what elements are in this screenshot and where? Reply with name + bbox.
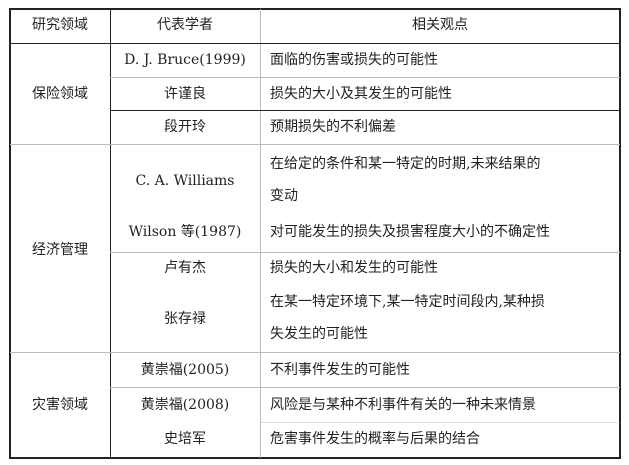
column-divider [110, 9, 111, 458]
view-cell: 对可能发生的损失及损害程度大小的不确定性 [270, 224, 550, 240]
scholar-cell: 段开玲 [164, 119, 206, 135]
view-cell: 在某一特定环境下,某一特定时间段内,某种损 [270, 294, 545, 310]
table-border-bottom [9, 457, 621, 459]
header-view: 相关观点 [412, 17, 468, 33]
scholar-cell: 黄崇福(2005) [140, 362, 230, 378]
field-cell: 保险领域 [32, 86, 88, 102]
field-cell: 经济管理 [32, 242, 88, 258]
scholar-cell: 黄崇福(2008) [140, 397, 230, 413]
scholar-cell: D. J. Bruce(1999) [124, 52, 246, 68]
header-scholar: 代表学者 [157, 17, 213, 33]
view-cell: 在给定的条件和某一特定的时期,未来结果的 [270, 156, 541, 172]
scholar-cell: C. A. Williams [135, 173, 235, 189]
view-cell: 损失的大小及其发生的可能性 [270, 86, 452, 102]
scholar-cell: 卢有杰 [164, 260, 206, 276]
view-cell: 变动 [270, 188, 298, 204]
view-cell: 面临的伤害或损失的可能性 [270, 52, 438, 68]
view-cell: 危害事件发生的概率与后果的结合 [270, 431, 480, 447]
view-cell: 不利事件发生的可能性 [270, 362, 410, 378]
scholar-cell: 史培军 [164, 431, 206, 447]
row-divider [260, 422, 620, 423]
view-cell: 风险是与某种不利事件有关的一种未来情景 [270, 397, 536, 413]
scholar-cell: Wilson 等(1987) [128, 224, 242, 240]
row-divider [110, 110, 620, 111]
scholar-cell: 许谨良 [164, 86, 206, 102]
row-divider [110, 252, 620, 253]
header-field: 研究领域 [32, 17, 88, 33]
view-cell: 预期损失的不利偏差 [270, 119, 396, 135]
row-divider [110, 77, 620, 78]
view-cell: 损失的大小和发生的可能性 [270, 260, 438, 276]
table-border-right [619, 8, 621, 459]
row-divider [110, 387, 620, 388]
column-divider [260, 9, 261, 458]
table-border-top [9, 8, 621, 10]
row-divider [10, 352, 620, 353]
row-divider [10, 43, 620, 44]
row-divider [10, 144, 620, 145]
view-cell: 失发生的可能性 [270, 326, 368, 342]
table-border-left [9, 8, 11, 459]
scholar-cell: 张存禄 [164, 311, 206, 327]
field-cell: 灾害领域 [32, 397, 88, 413]
